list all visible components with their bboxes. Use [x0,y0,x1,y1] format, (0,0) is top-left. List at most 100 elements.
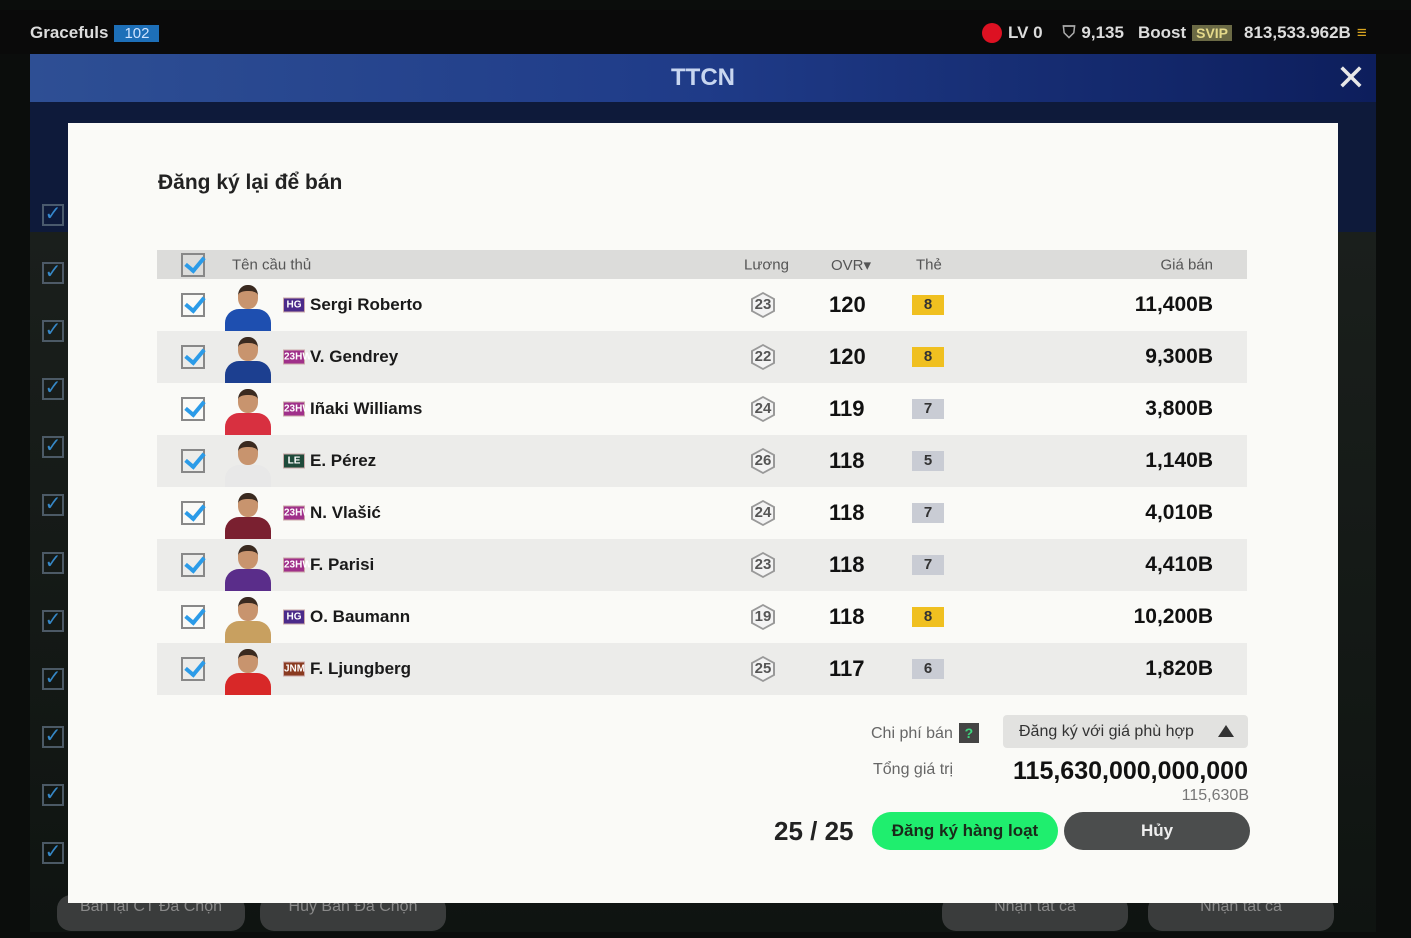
ovr-value: 118 [829,552,865,577]
table-row[interactable]: HG Sergi Roberto 23 120 8 11,400B [157,279,1247,331]
player-avatar [223,541,273,591]
season-tag: HG [283,297,305,313]
col-ovr[interactable]: OVR▾ [831,256,872,274]
close-icon[interactable]: ✕ [1335,57,1366,98]
salary-value: 23 [753,294,773,316]
player-table: Tên cầu thủ Lương OVR▾ Thẻ Giá bán HG Se… [157,250,1247,695]
row-checkbox[interactable] [181,449,205,473]
player-name: V. Gendrey [310,347,399,366]
season-tag: LE [283,453,305,469]
grade-badge: 7 [912,555,944,575]
salary-badge: 24 [751,396,775,422]
background-checkbox: ✓ [42,436,64,458]
sell-price: 1,140B [1145,449,1213,472]
ovr-value: 117 [829,656,865,681]
row-checkbox[interactable] [181,397,205,421]
ovr-value: 120 [829,292,866,317]
player-name: N. Vlašić [310,503,381,522]
coin-icon: ≡ [1356,23,1367,42]
player-name: Iñaki Williams [310,399,423,418]
user-level: 102 [114,24,160,42]
season-tag: HG [283,609,305,625]
register-bulk-button[interactable]: Đăng ký hàng loạt [872,812,1058,850]
row-checkbox[interactable] [181,553,205,577]
page-header: TTCN ✕ [30,54,1376,102]
col-price[interactable]: Giá bán [1160,256,1213,273]
salary-badge: 26 [751,448,775,474]
row-checkbox[interactable] [181,657,205,681]
season-tag: 23HW [283,401,312,417]
price-mode-dropdown[interactable]: Đăng ký với giá phù hợp [1003,715,1248,748]
sell-price: 4,010B [1145,501,1213,524]
salary-value: 22 [753,346,773,368]
sell-price: 9,300B [1145,345,1213,368]
dropdown-value: Đăng ký với giá phù hợp [1019,723,1194,740]
salary-badge: 23 [751,292,775,318]
sell-price: 4,410B [1145,553,1213,576]
page-title: TTCN [671,64,735,91]
row-checkbox[interactable] [181,345,205,369]
sell-price: 3,800B [1145,397,1213,420]
ovr-value: 118 [829,604,865,629]
player-name: O. Baumann [310,607,411,626]
help-icon[interactable]: ? [958,723,979,743]
player-avatar [223,489,273,539]
table-row[interactable]: 23HW N. Vlašić 24 118 7 4,010B [157,487,1247,539]
boost: Boost [1137,23,1187,42]
cancel-button[interactable]: Hủy [1064,812,1250,850]
player-name: Sergi Roberto [310,295,423,314]
dialog-title: Đăng ký lại để bán [158,171,343,194]
sell-price: 10,200B [1133,605,1213,628]
salary-badge: 19 [751,604,775,630]
salary-value: 19 [753,606,773,628]
grade-badge: 5 [912,451,944,471]
background-checkbox: ✓ [42,610,64,632]
season-tag: 23HW [283,349,312,365]
table-row[interactable]: JNM F. Ljungberg 25 117 6 1,820B [157,643,1247,695]
salary-badge: 25 [751,656,775,682]
player-name: F. Ljungberg [310,659,412,678]
sell-price: 11,400B [1134,293,1213,316]
background-checkbox: ✓ [42,262,64,284]
row-checkbox[interactable] [181,501,205,525]
player-avatar [223,385,273,435]
salary-badge: 23 [751,552,775,578]
salary-badge: 22 [751,344,775,370]
row-checkbox[interactable] [181,293,205,317]
table-row[interactable]: 23HW Iñaki Williams 24 119 7 3,800B [157,383,1247,435]
grade-badge: 7 [912,503,944,523]
col-grade[interactable]: Thẻ [916,256,942,273]
salary-value: 25 [753,658,773,680]
row-checkbox[interactable] [181,605,205,629]
select-all-checkbox[interactable] [181,252,205,277]
username: Gracefuls [30,23,109,42]
table-row[interactable]: HG O. Baumann 19 118 8 10,200B [157,591,1247,643]
grade-badge: 6 [912,659,944,679]
fee-label: Chi phí bán? [871,723,979,743]
salary-badge: 24 [751,500,775,526]
player-avatar [223,437,273,487]
col-salary[interactable]: Lương [744,256,789,273]
table-row[interactable]: 23HW F. Parisi 23 118 7 4,410B [157,539,1247,591]
player-avatar [223,593,273,643]
grade-badge: 8 [912,347,944,367]
background-checkbox: ✓ [42,494,64,516]
table-row[interactable]: LE E. Pérez 26 118 5 1,140B [157,435,1247,487]
player-name: F. Parisi [310,555,375,574]
sell-price: 1,820B [1145,657,1213,680]
grade-badge: 7 [912,399,944,419]
fee-label-text: Chi phí bán [871,725,953,742]
table-row[interactable]: 23HW V. Gendrey 22 120 8 9,300B [157,331,1247,383]
sad-face-icon [982,23,1002,43]
season-tag: 23HW [283,505,312,521]
background-checkbox: ✓ [42,668,64,690]
register-dialog: Đăng ký lại để bán Tên cầu thủ Lương OVR… [68,123,1338,903]
total-value: 115,630,000,000,000 [1013,757,1248,785]
salary-value: 24 [753,398,773,420]
background-checkbox: ✓ [42,552,64,574]
background-checkbox: ✓ [42,726,64,748]
season-tag: 23HW [283,557,312,573]
grade-badge: 8 [912,607,944,627]
shield-icon: ⛉ [1062,23,1076,42]
balance: 813,533.962B [1244,23,1351,42]
